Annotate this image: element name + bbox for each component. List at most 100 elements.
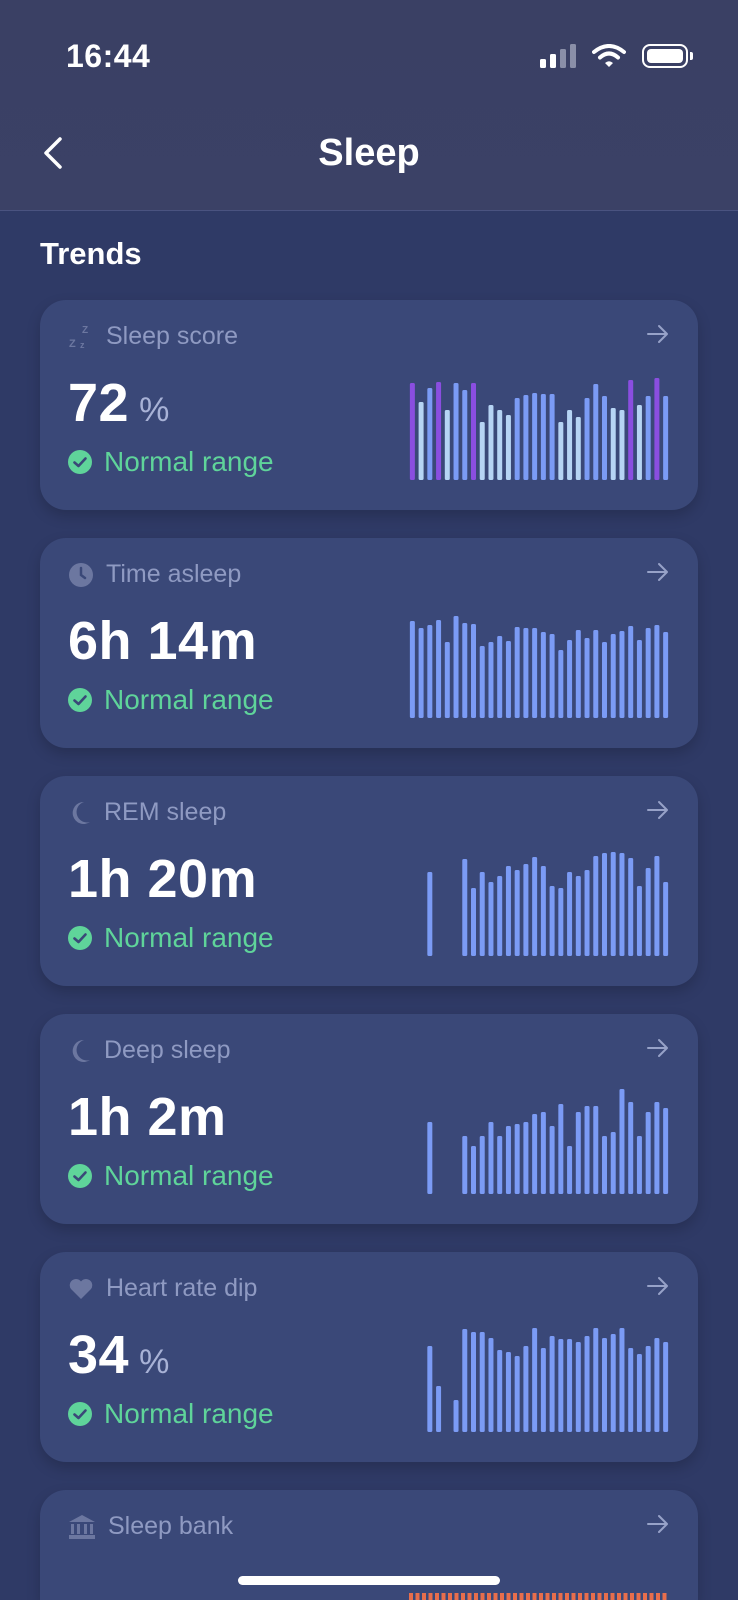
trend-bar	[514, 870, 520, 956]
section-title: Trends	[40, 236, 142, 271]
heart-rate-dip-card[interactable]: Heart rate dip 34% Normal range	[40, 1252, 698, 1462]
trend-bar	[645, 1112, 651, 1194]
trend-bar	[532, 393, 538, 480]
arrow-right-icon[interactable]	[646, 560, 670, 584]
trend-bar	[593, 1328, 599, 1432]
back-chevron-icon[interactable]	[38, 136, 72, 170]
value-number: 1h 2m	[68, 1087, 227, 1147]
trend-bar	[540, 1348, 546, 1432]
deep-sleep-card[interactable]: Deep sleep 1h 2m Normal range	[40, 1014, 698, 1224]
trend-bar	[444, 410, 450, 480]
trend-bar-chart	[409, 378, 669, 480]
sleep-score-card[interactable]: Z Z z Sleep score 72% Normal range	[40, 300, 698, 510]
arrow-right-icon[interactable]	[646, 322, 670, 346]
sleep-bank-bar	[565, 1593, 569, 1600]
trend-bar-chart	[427, 1089, 669, 1194]
trend-bar	[549, 634, 555, 718]
trend-bar	[427, 872, 433, 956]
trend-bar	[479, 872, 485, 956]
arrow-right-icon[interactable]	[646, 1512, 670, 1536]
arrow-right-icon[interactable]	[646, 1274, 670, 1298]
card-header: Z Z z Sleep score	[68, 322, 238, 351]
sleep-bank-bar	[519, 1593, 524, 1600]
trend-bar	[645, 628, 651, 718]
trend-bar	[654, 1102, 660, 1194]
trend-bar	[505, 1352, 511, 1432]
trend-bar	[610, 634, 616, 718]
cellular-signal-icon	[540, 44, 576, 68]
moon-icon	[72, 1039, 90, 1062]
trend-bar	[540, 394, 546, 480]
sleep-bank-bar	[545, 1593, 550, 1600]
trend-bar	[436, 620, 442, 718]
trend-bar	[409, 621, 415, 718]
trend-bar	[593, 856, 599, 956]
trend-bar	[505, 1126, 511, 1194]
trend-bar	[636, 1136, 642, 1194]
arrow-right-icon[interactable]	[646, 1036, 670, 1060]
trend-bar	[453, 383, 459, 480]
trend-bar	[549, 1336, 555, 1432]
trend-bar	[628, 1348, 634, 1432]
sleep-bank-bar	[662, 1593, 667, 1600]
sleep-bank-bar	[623, 1593, 628, 1600]
sleep-bank-bar	[448, 1593, 452, 1600]
trend-bar	[471, 888, 476, 956]
sleep-bank-bar	[578, 1593, 582, 1600]
sleep-bank-bar	[532, 1593, 537, 1600]
zzz-icon: Z Z z	[69, 325, 88, 350]
check-circle-icon	[68, 926, 92, 950]
arrow-right-icon[interactable]	[646, 798, 670, 822]
trend-bar	[453, 1400, 459, 1432]
value-number: 1h 20m	[68, 849, 258, 909]
card-label: Sleep bank	[108, 1512, 234, 1540]
trend-bar	[558, 422, 564, 480]
trend-bar	[654, 1338, 660, 1432]
trend-bar	[610, 852, 616, 956]
status-text: Normal range	[104, 1160, 274, 1191]
trend-bar	[462, 1136, 468, 1194]
card-label: Time asleep	[106, 560, 242, 588]
trend-bar	[558, 1339, 564, 1432]
wifi-icon	[592, 44, 626, 67]
value-unit: %	[139, 1343, 170, 1381]
trend-bar	[575, 417, 581, 480]
trend-bar	[593, 1106, 599, 1194]
trend-bar	[584, 1106, 590, 1194]
trend-bar	[549, 1126, 555, 1194]
sleep-bank-bar	[597, 1593, 602, 1600]
sleep-bank-bar	[584, 1593, 589, 1600]
value-number: 34	[68, 1325, 130, 1385]
trend-bar	[645, 868, 651, 956]
trend-bar	[505, 415, 511, 480]
trend-bar	[427, 625, 433, 718]
time-asleep-card[interactable]: Time asleep 6h 14m Normal range	[40, 538, 698, 748]
trend-bar	[645, 1346, 651, 1432]
sleep-bank-bar	[441, 1593, 446, 1600]
check-circle-icon	[68, 450, 92, 474]
sleep-bank-bar	[649, 1593, 654, 1600]
trend-bar	[636, 405, 642, 480]
trend-bar	[558, 1104, 564, 1194]
sleep-bank-bar	[461, 1593, 465, 1600]
status-row: Normal range	[68, 922, 274, 954]
sleep-bank-bar	[422, 1593, 426, 1600]
sleep-bank-bar	[552, 1593, 556, 1600]
card-value: 34%	[68, 1324, 170, 1386]
trend-bar	[532, 857, 538, 956]
moon-icon	[72, 801, 90, 824]
trend-bar	[523, 864, 529, 956]
trend-bar	[610, 408, 616, 480]
trend-bar	[540, 1112, 546, 1194]
status-icons	[540, 44, 693, 68]
sleep-bank-bar	[643, 1593, 647, 1600]
trend-bar	[523, 1346, 529, 1432]
trend-bar	[488, 1122, 494, 1194]
heart-icon	[69, 1278, 93, 1299]
trend-bar	[628, 1102, 634, 1194]
check-circle-icon	[68, 1402, 92, 1426]
check-circle-icon	[68, 688, 92, 712]
rem-sleep-card[interactable]: REM sleep 1h 20m Normal range	[40, 776, 698, 986]
header: 16:44 Sleep	[0, 0, 738, 211]
card-label: Sleep score	[106, 322, 239, 350]
